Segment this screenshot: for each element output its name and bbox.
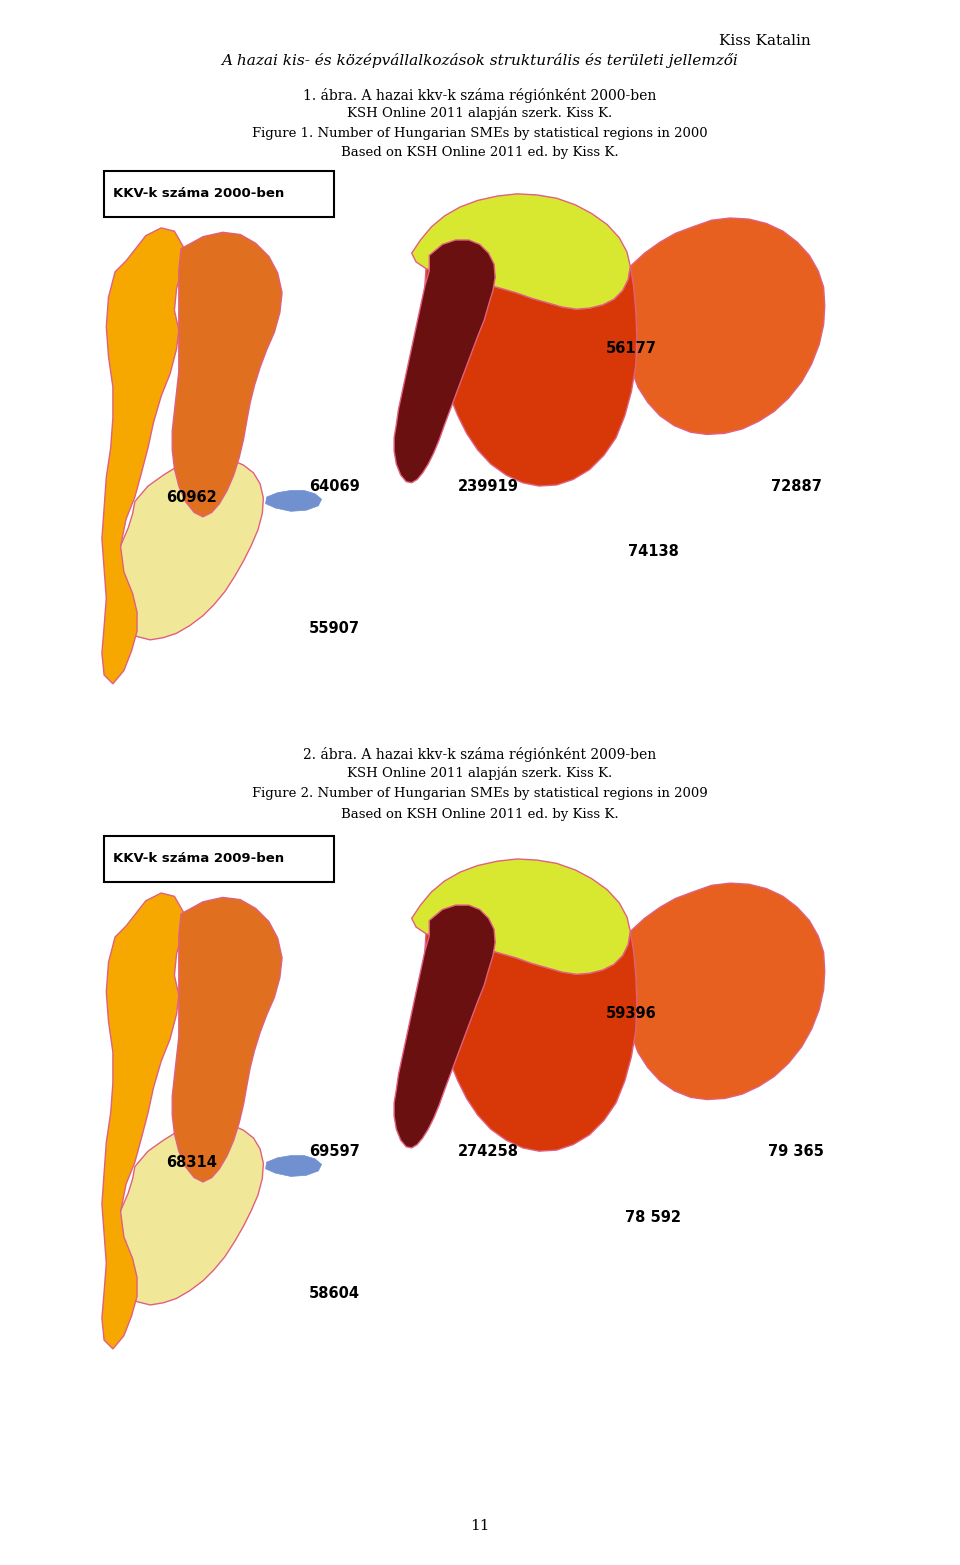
Text: 59396: 59396 <box>606 1006 657 1022</box>
Text: 69597: 69597 <box>309 1144 360 1158</box>
Text: 239919: 239919 <box>458 479 519 493</box>
Text: 79 365: 79 365 <box>768 1144 824 1158</box>
Text: 60962: 60962 <box>167 490 217 504</box>
Polygon shape <box>624 883 825 1100</box>
Text: KKV-k száma 2000-ben: KKV-k száma 2000-ben <box>113 188 284 200</box>
Polygon shape <box>412 859 631 975</box>
Polygon shape <box>108 1122 263 1305</box>
Polygon shape <box>395 905 495 1147</box>
Text: 11: 11 <box>470 1520 490 1532</box>
Polygon shape <box>102 228 183 684</box>
Polygon shape <box>266 490 322 512</box>
Text: 2. ábra. A hazai kkv-k száma régiónként 2009-ben: 2. ábra. A hazai kkv-k száma régiónként … <box>303 747 657 762</box>
FancyBboxPatch shape <box>104 836 334 883</box>
Polygon shape <box>172 897 282 1182</box>
Text: 78 592: 78 592 <box>625 1210 682 1224</box>
Polygon shape <box>425 266 636 487</box>
Text: 1. ábra. A hazai kkv-k száma régiónként 2000-ben: 1. ábra. A hazai kkv-k száma régiónként … <box>303 88 657 103</box>
Polygon shape <box>102 894 183 1349</box>
Text: 55907: 55907 <box>309 621 360 637</box>
Text: KSH Online 2011 alapján szerk. Kiss K.: KSH Online 2011 alapján szerk. Kiss K. <box>348 106 612 121</box>
Polygon shape <box>425 931 636 1152</box>
Text: Based on KSH Online 2011 ed. by Kiss K.: Based on KSH Online 2011 ed. by Kiss K. <box>341 808 619 820</box>
Text: 74138: 74138 <box>628 545 679 559</box>
Text: 56177: 56177 <box>606 341 657 357</box>
Text: A hazai kis- és középvállalkozások strukturális és területi jellemzői: A hazai kis- és középvállalkozások struk… <box>222 53 738 69</box>
Text: Kiss Katalin: Kiss Katalin <box>719 34 811 49</box>
Text: Figure 2. Number of Hungarian SMEs by statistical regions in 2009: Figure 2. Number of Hungarian SMEs by st… <box>252 787 708 800</box>
Polygon shape <box>266 1155 322 1177</box>
Text: KSH Online 2011 alapján szerk. Kiss K.: KSH Online 2011 alapján szerk. Kiss K. <box>348 767 612 781</box>
FancyBboxPatch shape <box>104 171 334 218</box>
Text: 72887: 72887 <box>771 479 822 493</box>
Polygon shape <box>108 457 263 640</box>
Text: 58604: 58604 <box>309 1286 360 1302</box>
Text: KKV-k száma 2009-ben: KKV-k száma 2009-ben <box>113 853 284 865</box>
Polygon shape <box>172 232 282 516</box>
Polygon shape <box>412 194 631 310</box>
Polygon shape <box>395 239 495 482</box>
Text: Based on KSH Online 2011 ed. by Kiss K.: Based on KSH Online 2011 ed. by Kiss K. <box>341 146 619 158</box>
Text: 64069: 64069 <box>309 479 360 493</box>
Text: 68314: 68314 <box>166 1155 217 1169</box>
Polygon shape <box>624 218 825 435</box>
Text: Figure 1. Number of Hungarian SMEs by statistical regions in 2000: Figure 1. Number of Hungarian SMEs by st… <box>252 127 708 139</box>
Text: 274258: 274258 <box>458 1144 519 1158</box>
